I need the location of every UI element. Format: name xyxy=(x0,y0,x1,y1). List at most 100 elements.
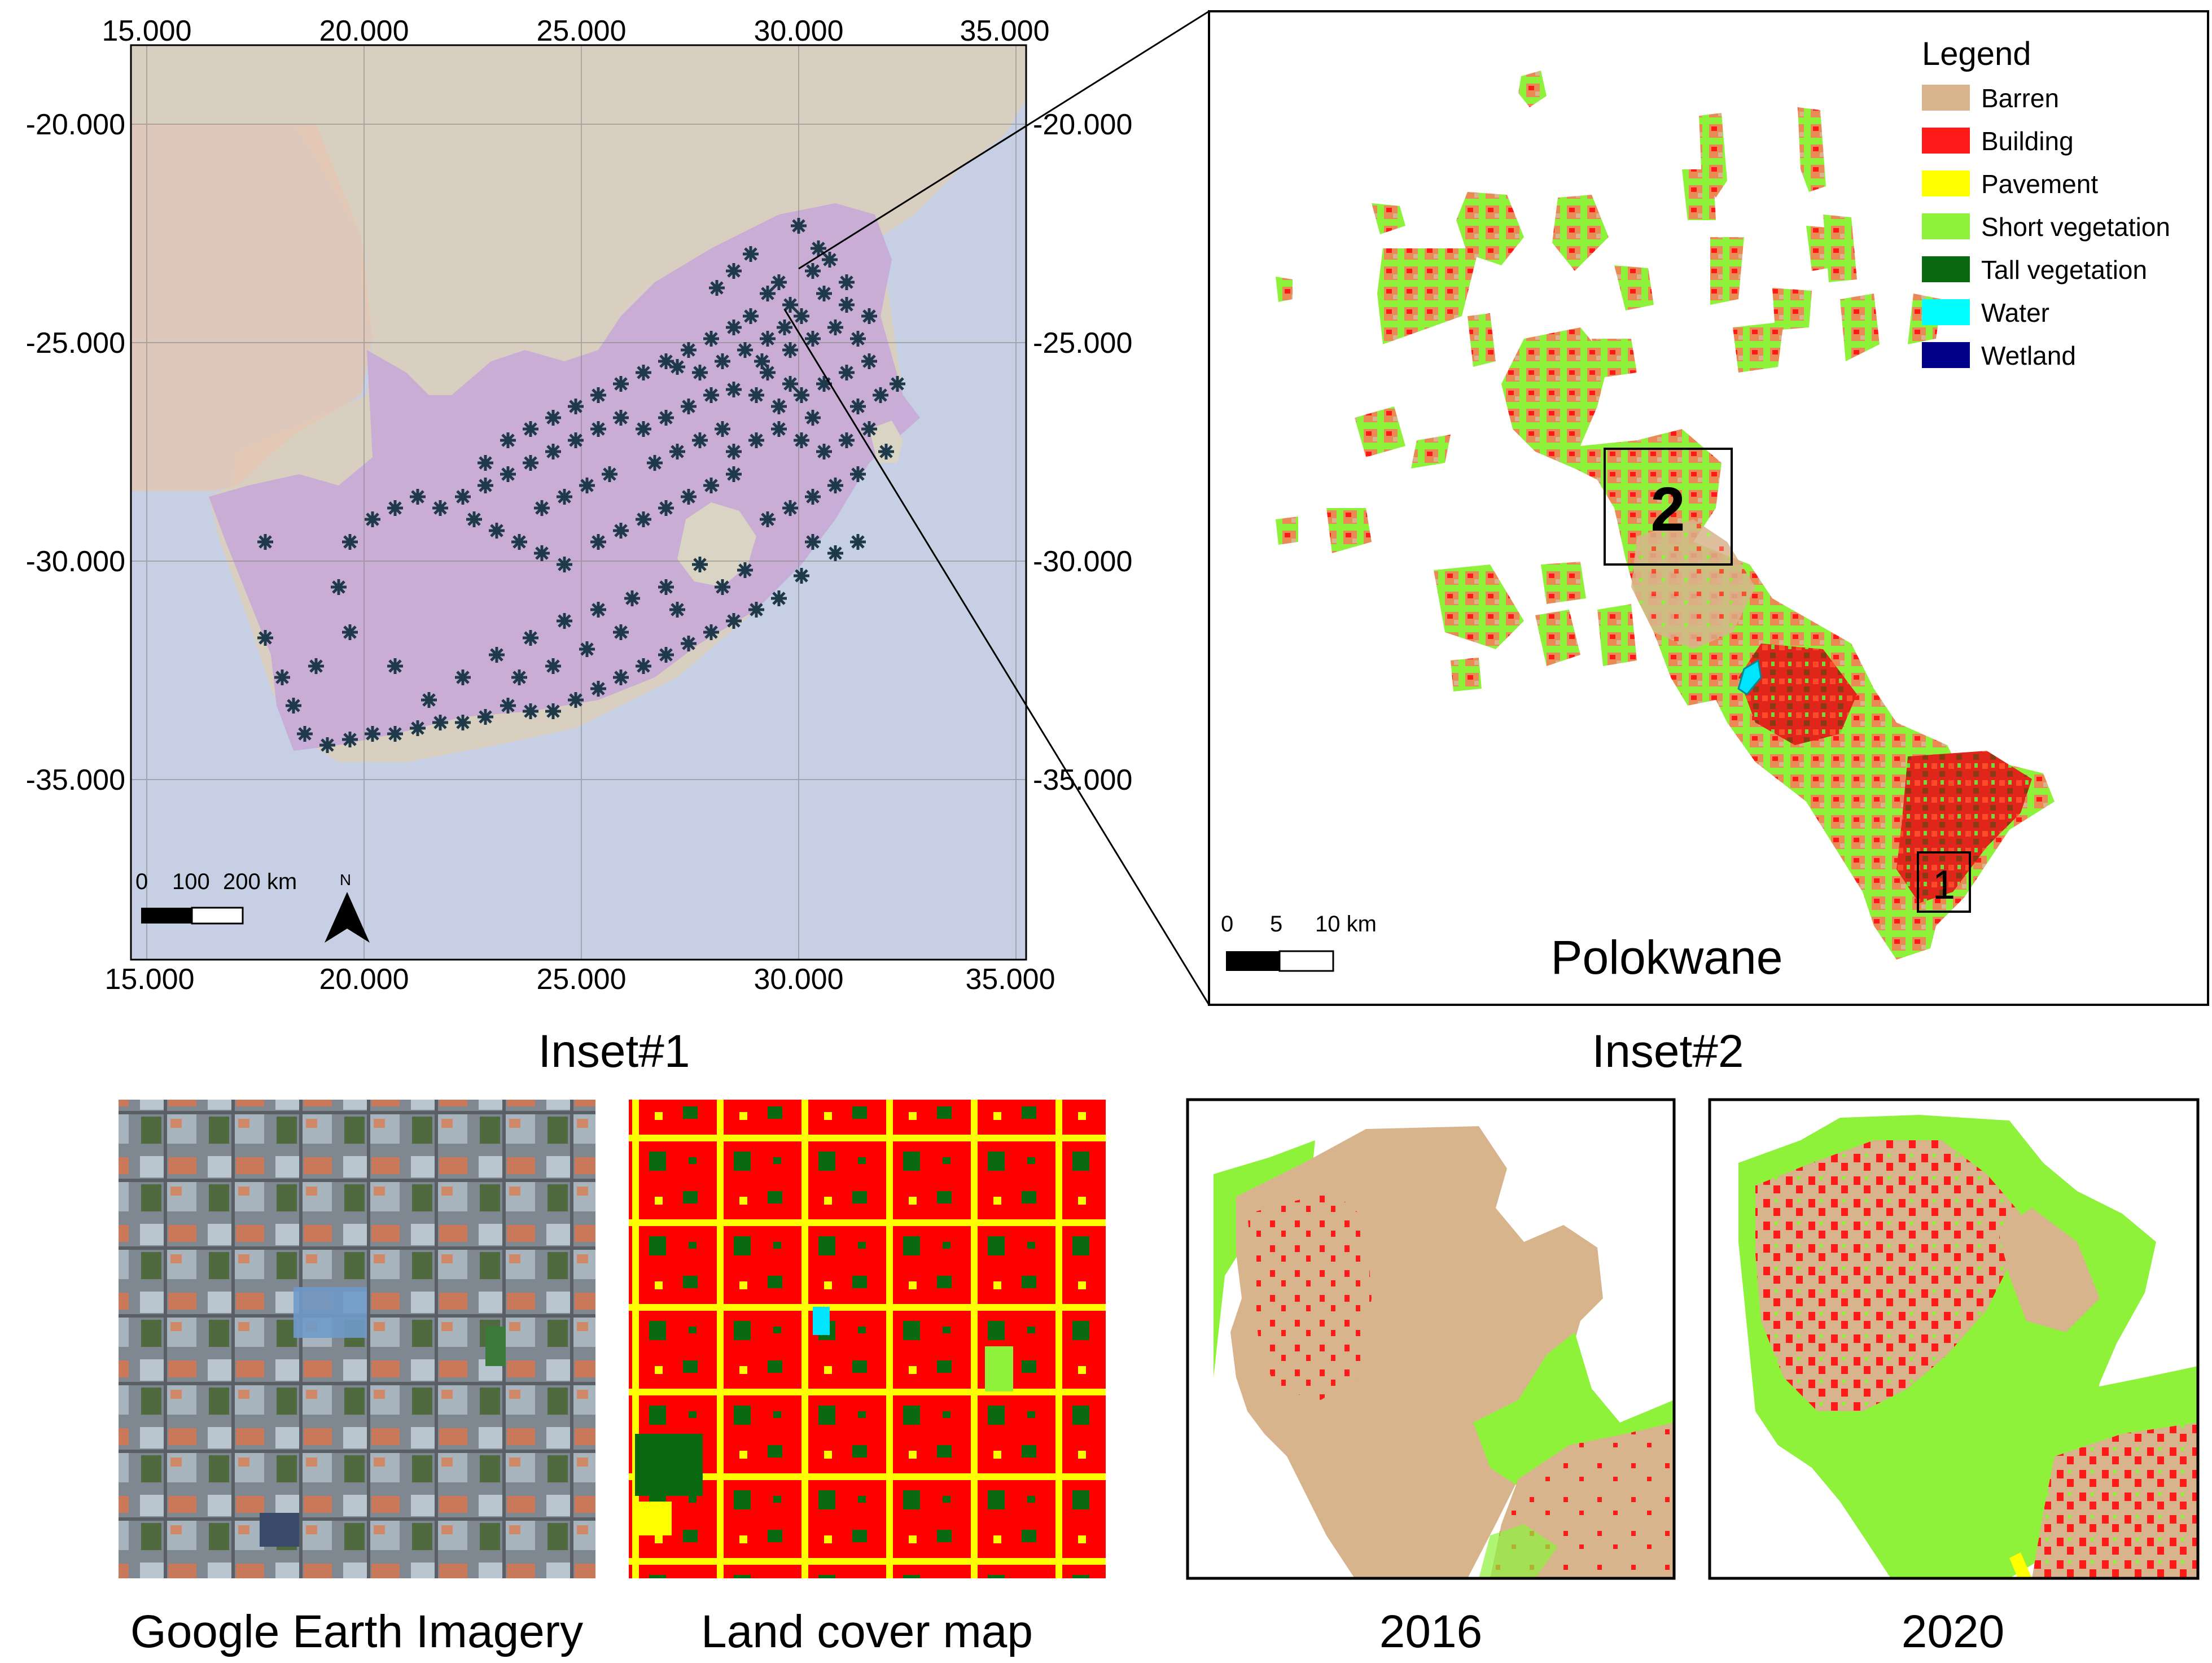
sample-marker-icon xyxy=(297,726,313,742)
sample-marker-icon xyxy=(613,523,629,539)
sample-marker-icon xyxy=(365,511,380,527)
sample-marker-icon xyxy=(743,308,759,324)
x-tick-bottom: 15.000 xyxy=(104,963,194,996)
sample-marker-icon xyxy=(805,534,821,550)
sample-marker-icon xyxy=(890,376,905,392)
sample-marker-icon xyxy=(545,444,561,459)
sample-marker-icon xyxy=(658,410,674,426)
y-tick-right: -30.000 xyxy=(1033,545,1132,578)
inset-2-panel-2016 xyxy=(1188,1100,1674,1578)
y-tick-right: -25.000 xyxy=(1033,327,1132,360)
sample-marker-icon xyxy=(850,331,866,347)
legend-swatch xyxy=(1922,342,1970,368)
sample-marker-icon xyxy=(737,562,753,578)
sample-marker-icon xyxy=(500,432,516,448)
sample-marker-icon xyxy=(861,353,877,369)
sample-marker-icon xyxy=(878,444,894,459)
sample-marker-icon xyxy=(342,732,358,747)
sample-marker-icon xyxy=(726,263,742,279)
sample-marker-icon xyxy=(636,511,651,527)
sample-marker-icon xyxy=(523,703,538,719)
graticule xyxy=(131,45,1026,960)
sample-marker-icon xyxy=(274,669,290,685)
sample-marker-icon xyxy=(613,376,629,392)
x-tick-bottom: 30.000 xyxy=(754,963,843,996)
sample-marker-icon xyxy=(748,602,764,618)
sample-marker-icon xyxy=(286,698,301,714)
sample-marker-icon xyxy=(669,602,685,618)
sample-marker-icon xyxy=(811,240,826,256)
sample-marker-icon xyxy=(478,478,493,493)
sample-marker-icon xyxy=(387,658,403,674)
sample-marker-icon xyxy=(771,421,787,437)
sample-marker-icon xyxy=(387,726,403,742)
sample-marker-icon xyxy=(342,624,358,640)
sample-marker-icon xyxy=(590,387,606,403)
legend-label: Wetland xyxy=(1981,341,2076,370)
sample-marker-icon xyxy=(850,534,866,550)
sample-marker-icon xyxy=(816,444,832,459)
x-tick-bottom: 20.000 xyxy=(319,963,409,996)
sample-marker-icon xyxy=(827,545,843,561)
sample-marker-icon xyxy=(715,421,730,437)
caption-google-earth: Google Earth Imagery xyxy=(130,1606,583,1657)
eswatini xyxy=(869,421,903,463)
sample-marker-icon xyxy=(805,410,821,426)
sample-marker-icon xyxy=(489,523,505,539)
scale-label-5: 5 xyxy=(1270,912,1282,936)
sample-marker-icon xyxy=(726,320,742,335)
inset-1-box-label: 1 xyxy=(1933,863,1955,908)
sample-marker-icon xyxy=(748,432,764,448)
legend-label: Building xyxy=(1981,126,2074,156)
y-tick-left: -35.000 xyxy=(26,764,125,797)
inset-2-box-label: 2 xyxy=(1650,475,1685,544)
inset-2-title: Inset#2 xyxy=(1592,1026,1744,1077)
legend-swatch xyxy=(1922,170,1970,196)
inset-2-panel-2020-frame xyxy=(1708,1098,2200,1580)
legend-label: Short vegetation xyxy=(1981,212,2170,242)
x-tick-top: 35.000 xyxy=(960,15,1049,47)
sample-marker-icon xyxy=(782,342,798,358)
sample-marker-icon xyxy=(500,698,516,714)
sample-marker-icon xyxy=(805,489,821,505)
sample-marker-icon xyxy=(545,658,561,674)
y-tick-left: -20.000 xyxy=(26,108,125,141)
sample-marker-icon xyxy=(590,534,606,550)
inset-2-panel-2016-frame xyxy=(1186,1098,1676,1580)
sample-marker-icon xyxy=(647,455,663,471)
polokwane-scale-bar: 0 5 10 km xyxy=(1221,912,1377,972)
sample-marker-icon xyxy=(681,342,697,358)
sample-marker-icon xyxy=(432,715,448,730)
sample-marker-icon xyxy=(703,331,719,347)
sample-marker-icon xyxy=(726,444,742,459)
sample-marker-icon xyxy=(511,534,527,550)
sample-marker-icon xyxy=(703,387,719,403)
sample-marker-icon xyxy=(816,286,832,301)
sample-marker-icon xyxy=(455,715,471,730)
legend-items: Barren Building Pavement Short vegetation Ta… xyxy=(1922,84,2170,370)
sample-marker-icon xyxy=(331,579,347,595)
sample-marker-icon xyxy=(794,387,809,403)
sample-marker-icon xyxy=(421,692,437,708)
sample-marker-icon xyxy=(636,658,651,674)
sample-marker-icon xyxy=(805,263,821,279)
zoom-connectors xyxy=(783,10,1210,1005)
y-tick-right: -35.000 xyxy=(1033,764,1132,797)
south-africa-region xyxy=(209,203,920,751)
sample-marker-icon xyxy=(839,432,855,448)
scale-label-0: 0 xyxy=(135,869,148,894)
sample-marker-icon xyxy=(839,365,855,380)
sample-marker-icon xyxy=(873,387,888,403)
sample-marker-icon xyxy=(681,399,697,414)
sample-marker-icon xyxy=(794,432,809,448)
caption-land-cover: Land cover map xyxy=(701,1606,1033,1657)
sample-marker-icon xyxy=(545,410,561,426)
sample-marker-icon xyxy=(478,709,493,725)
legend-label: Barren xyxy=(1981,84,2059,113)
sample-marker-icon xyxy=(489,647,505,663)
sample-marker-icon xyxy=(861,421,877,437)
sample-marker-icon xyxy=(257,630,273,646)
sample-marker-icon xyxy=(726,466,742,482)
sample-marker-icon xyxy=(658,579,674,595)
